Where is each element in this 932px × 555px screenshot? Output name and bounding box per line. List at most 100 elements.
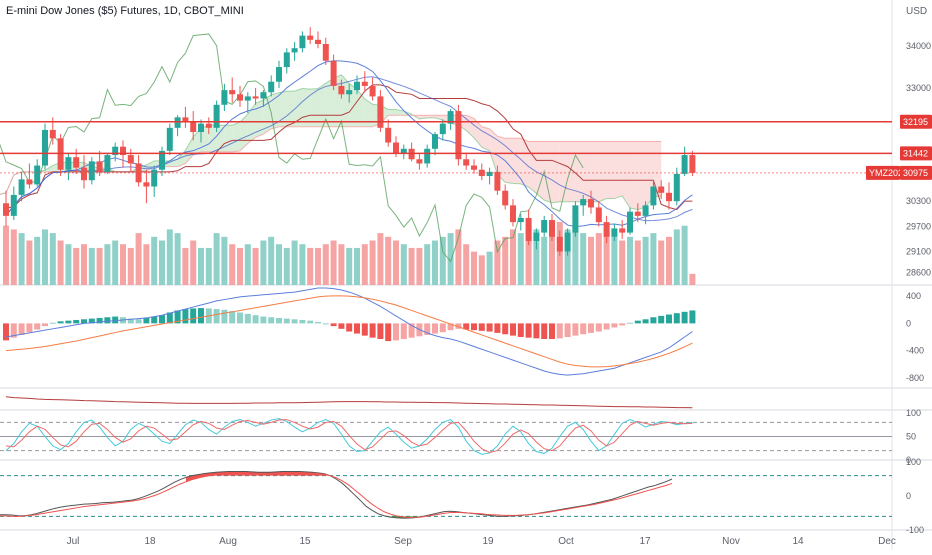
candle-body	[307, 35, 314, 40]
macd-histogram-bar	[135, 319, 142, 324]
macd-histogram-bar	[159, 315, 165, 324]
macd-histogram-bar	[533, 323, 540, 339]
currency-label: USD	[906, 6, 927, 17]
macd-histogram-bar	[299, 319, 306, 324]
ichimoku-cloud-segment	[575, 141, 584, 202]
candle-body	[10, 194, 17, 216]
candle-body	[642, 205, 649, 216]
ichimoku-cloud-segment	[286, 91, 295, 127]
ichimoku-cloud-segment	[637, 141, 646, 210]
candle-body	[174, 117, 181, 128]
candle-body	[673, 173, 680, 202]
volume-bar	[502, 236, 509, 285]
ichimoku-cloud-segment	[224, 125, 233, 152]
candle-body	[268, 81, 275, 93]
macd-histogram-bar	[307, 320, 314, 324]
candle-body	[229, 90, 236, 95]
candle-body	[330, 60, 337, 86]
stoch-tick-label: 100	[906, 408, 921, 418]
ichimoku-cloud-segment	[552, 141, 560, 203]
ichimoku-cloud-segment	[536, 141, 545, 201]
volume-bar	[174, 233, 181, 285]
volume-bar	[276, 244, 282, 285]
macd-histogram-bar	[244, 313, 251, 324]
osc-line	[0, 471, 673, 519]
candle-body	[611, 228, 618, 237]
ichimoku-cloud-segment	[232, 122, 240, 152]
candle-body	[689, 155, 696, 173]
candle-body	[135, 163, 142, 183]
volume-bar	[478, 255, 485, 285]
macd-histogram-bar	[588, 323, 594, 333]
candle-body	[463, 159, 470, 166]
volume-bar	[322, 244, 329, 285]
candle-body	[595, 207, 602, 223]
candle-body	[564, 232, 571, 252]
volume-bar	[354, 247, 360, 285]
candle-body	[42, 129, 48, 166]
ichimoku-cloud-segment	[606, 141, 615, 199]
x-axis-label: 17	[639, 536, 651, 547]
macd-histogram-bar	[447, 323, 454, 331]
volume-bar	[26, 240, 33, 285]
macd-histogram-bar	[549, 323, 555, 340]
macd-histogram-bar	[3, 323, 9, 341]
price-tick-label: 33000	[906, 83, 931, 93]
volume-bar	[57, 240, 64, 285]
volume-bar	[221, 236, 228, 285]
volume-bar	[673, 229, 680, 285]
ichimoku-cloud-segment	[497, 136, 506, 183]
volume-bar	[463, 244, 470, 285]
volume-bar	[689, 273, 696, 285]
candle-body	[34, 165, 41, 185]
moving-average-slow	[5, 76, 693, 222]
x-axis-label: Nov	[722, 536, 740, 547]
macd-histogram-bar	[143, 317, 150, 324]
macd-histogram-bar	[291, 319, 298, 324]
candle-body	[104, 155, 111, 172]
osc-signal-line	[0, 472, 673, 518]
volume-bar	[416, 247, 423, 285]
price-tick-label: 29700	[906, 221, 931, 231]
macd-histogram-bar	[572, 323, 579, 336]
volume-bar	[377, 233, 384, 285]
macd-histogram-bar	[650, 317, 657, 324]
symbol-badge: YMZ2022	[869, 168, 908, 178]
osc-tick-label: 100	[906, 457, 921, 467]
macd-histogram-bar	[26, 323, 33, 333]
volume-bar	[681, 225, 688, 285]
macd-signal-line	[5, 295, 693, 368]
macd-histogram-bar	[49, 322, 56, 324]
macd-histogram-bar	[595, 323, 602, 332]
volume-bar	[393, 240, 399, 285]
macd-line	[5, 287, 693, 376]
ichimoku-cloud-segment	[271, 92, 279, 129]
last-price-badge: 30975	[903, 168, 928, 178]
volume-bar	[182, 247, 189, 285]
macd-histogram-bar	[658, 315, 665, 324]
macd-histogram-bar	[213, 309, 220, 324]
macd-histogram-bar	[642, 319, 649, 324]
macd-histogram-bar	[611, 323, 618, 328]
stoch-tick-label: 50	[906, 432, 916, 442]
candle-body	[556, 236, 563, 252]
macd-histogram-bar	[354, 323, 360, 334]
candle-body	[283, 52, 290, 68]
ichimoku-cloud-segment	[388, 109, 396, 116]
macd-histogram-bar	[96, 317, 103, 324]
x-axis-label: 15	[299, 536, 311, 547]
candle-body	[315, 39, 321, 45]
ichimoku-cloud-segment	[598, 141, 607, 202]
volume-bar	[346, 247, 353, 285]
macd-histogram-bar	[221, 309, 228, 324]
x-axis-label: Aug	[219, 536, 237, 547]
ichimoku-cloud-segment	[435, 115, 443, 120]
volume-bar	[486, 251, 493, 285]
candle-body	[455, 111, 462, 160]
candle-body	[634, 211, 641, 216]
macd-histogram-bar	[182, 309, 189, 324]
ichimoku-cloud-segment	[614, 141, 623, 199]
macd-histogram-bar	[151, 316, 158, 324]
